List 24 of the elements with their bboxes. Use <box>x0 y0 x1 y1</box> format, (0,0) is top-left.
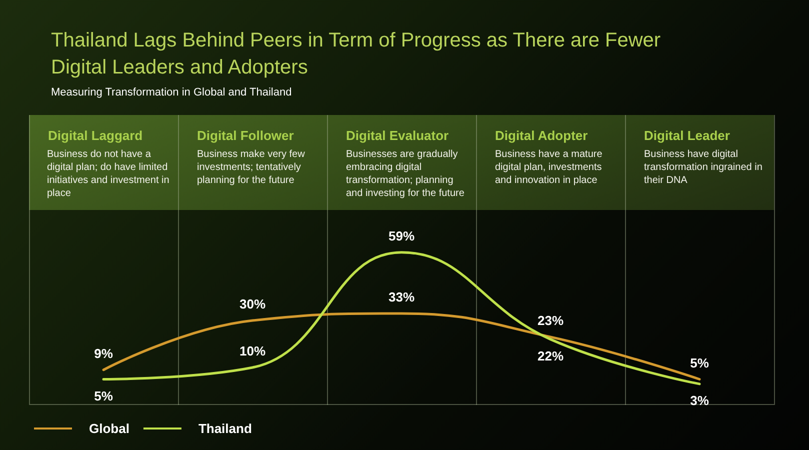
data-label: 10% <box>239 344 266 358</box>
text: Business make very few investments; tentatively planning for the future <box>197 148 306 187</box>
x-tick-label: Digital Evaluator <box>346 128 449 143</box>
chart-title: Thailand Lags Behind Peers in Term of Progress as There are Fewer Digital Leaders and Adopters <box>51 30 666 78</box>
text: Businesses are gradually embracing digital transformation; planning and investing for the future <box>346 148 466 200</box>
legend-label: Global <box>89 421 130 436</box>
data-label: 5% <box>94 388 114 404</box>
data-label: 22% <box>537 348 564 364</box>
text: Business do not have a digital plan; do have limited initiatives and investment in place <box>47 148 170 200</box>
data-label: 5% <box>690 355 710 370</box>
chart-subtitle: Measuring Transformation in Global and Thailand <box>51 86 292 98</box>
data-label: 59% <box>388 228 415 244</box>
data-label: 23% <box>537 312 564 328</box>
data-label: 3% <box>690 392 710 408</box>
data-label: 9% <box>94 346 114 361</box>
legend-label: Thailand <box>198 421 252 436</box>
x-tick-label: Digital Laggard <box>48 128 143 143</box>
x-tick-label: Digital Leader <box>644 128 730 143</box>
text: Business have digital transformation ingrained in their DNA <box>644 148 764 187</box>
x-tick-label: Digital Adopter <box>495 128 588 143</box>
data-label: 30% <box>239 296 266 312</box>
data-label: 33% <box>388 289 415 304</box>
x-tick-label: Digital Follower <box>197 128 294 143</box>
text: Business have a mature digital plan, investments and innovation in place <box>495 148 604 187</box>
